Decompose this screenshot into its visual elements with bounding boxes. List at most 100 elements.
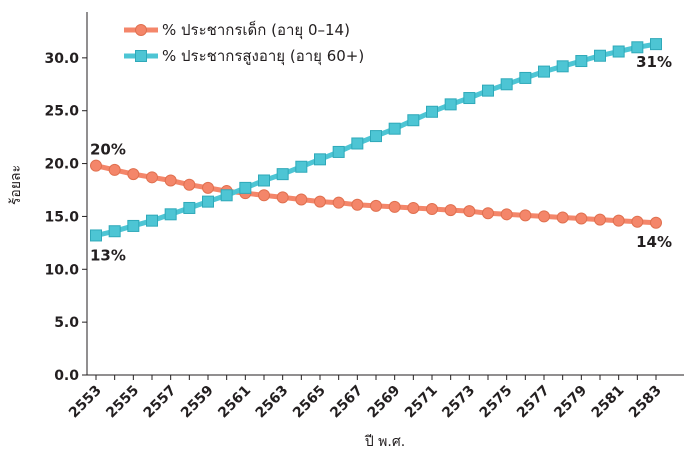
data-point — [482, 207, 494, 220]
data-point — [650, 38, 662, 51]
data-point — [575, 55, 588, 68]
data-point — [594, 213, 606, 226]
data-point — [482, 84, 494, 97]
data-point — [426, 105, 438, 118]
data-point — [164, 208, 177, 221]
data-point — [538, 210, 550, 223]
x-tick-label: 2583 — [626, 383, 665, 422]
x-axis-ticks: 2553255525572559256125632565256725692571… — [66, 375, 665, 421]
y-tick-label: 30.0 — [44, 51, 79, 67]
x-tick-label: 2555 — [103, 383, 142, 422]
data-label-children-start: 20% — [90, 141, 126, 159]
y-tick-label: 20.0 — [44, 157, 79, 173]
data-point — [90, 159, 102, 172]
data-point — [314, 153, 326, 166]
data-point — [332, 145, 345, 158]
data-point — [202, 181, 214, 194]
data-point — [612, 214, 625, 227]
data-point — [146, 214, 158, 227]
data-point — [426, 203, 438, 216]
data-point — [575, 212, 588, 225]
legend-marker-children — [135, 24, 147, 36]
x-tick-label: 2561 — [215, 383, 254, 422]
data-point — [295, 160, 308, 173]
axes — [86, 12, 684, 376]
x-tick-label: 2573 — [439, 383, 478, 422]
data-point — [314, 195, 326, 208]
data-point — [631, 215, 644, 228]
data-point — [351, 137, 364, 150]
data-point — [444, 204, 457, 217]
x-tick-label: 2557 — [141, 383, 180, 422]
y-axis-ticks: 0.0 5.0 10.0 15.0 20.0 25.0 30.0 — [44, 51, 87, 384]
x-tick-label: 2575 — [477, 383, 516, 422]
data-point — [556, 211, 569, 224]
data-point — [500, 208, 513, 221]
data-point — [202, 195, 214, 208]
end-labels: 20% 14% 13% 31% — [90, 53, 672, 264]
x-tick-label: 2579 — [551, 383, 590, 422]
x-tick-label: 2553 — [66, 383, 105, 422]
y-axis-title: ร้อยละ — [8, 165, 24, 205]
data-point — [295, 193, 308, 206]
data-point — [183, 201, 196, 214]
data-point — [127, 168, 140, 181]
data-point — [370, 199, 382, 212]
series-line — [95, 163, 657, 226]
x-tick-label: 2571 — [402, 383, 441, 422]
data-point — [631, 41, 644, 54]
data-point — [220, 189, 233, 202]
data-point — [90, 229, 102, 242]
series-layer — [90, 38, 662, 242]
series-elderly — [90, 38, 662, 242]
data-point — [612, 45, 625, 58]
data-point — [127, 219, 140, 232]
x-tick-label: 2581 — [589, 383, 628, 422]
legend: % ประชากรเด็ก (อายุ 0–14) % ประชากรสูงอา… — [124, 20, 364, 66]
data-point — [276, 168, 289, 181]
y-tick-label: 15.0 — [44, 209, 79, 225]
legend-item-children: % ประชากรเด็ก (อายุ 0–14) — [124, 20, 350, 40]
data-label-elderly-start: 13% — [90, 246, 126, 264]
data-point — [407, 201, 420, 214]
y-tick-label: 25.0 — [44, 104, 79, 120]
data-point — [538, 65, 550, 78]
data-point — [519, 71, 532, 84]
data-point — [594, 49, 606, 62]
x-tick-label: 2565 — [290, 383, 329, 422]
x-tick-label: 2577 — [514, 383, 553, 422]
x-tick-label: 2567 — [327, 383, 366, 422]
x-axis-title: ปี พ.ศ. — [364, 434, 405, 450]
legend-label-children: % ประชากรเด็ก (อายุ 0–14) — [162, 20, 350, 40]
data-label-elderly-end: 31% — [636, 53, 672, 71]
x-tick-label: 2569 — [365, 383, 404, 422]
y-tick-label: 5.0 — [54, 315, 79, 331]
data-point — [650, 216, 662, 229]
data-point — [463, 205, 476, 218]
data-point — [258, 189, 270, 202]
data-point — [239, 181, 252, 194]
data-point — [108, 225, 121, 238]
data-point — [108, 163, 121, 176]
data-point — [388, 122, 401, 135]
data-point — [164, 174, 177, 187]
data-point — [388, 200, 401, 213]
data-point — [370, 130, 382, 143]
data-label-children-end: 14% — [636, 233, 672, 251]
data-point — [258, 174, 270, 187]
y-tick-label: 0.0 — [54, 368, 79, 384]
x-tick-label: 2559 — [178, 383, 217, 422]
legend-marker-elderly — [135, 50, 147, 62]
data-point — [146, 171, 158, 184]
data-point — [332, 196, 345, 209]
legend-item-elderly: % ประชากรสูงอายุ (อายุ 60+) — [124, 47, 364, 66]
data-point — [463, 92, 476, 105]
data-point — [556, 60, 569, 73]
y-tick-label: 10.0 — [44, 262, 79, 278]
data-point — [444, 98, 457, 111]
data-point — [407, 114, 420, 127]
data-point — [500, 78, 513, 91]
data-point — [351, 198, 364, 211]
data-point — [519, 209, 532, 222]
